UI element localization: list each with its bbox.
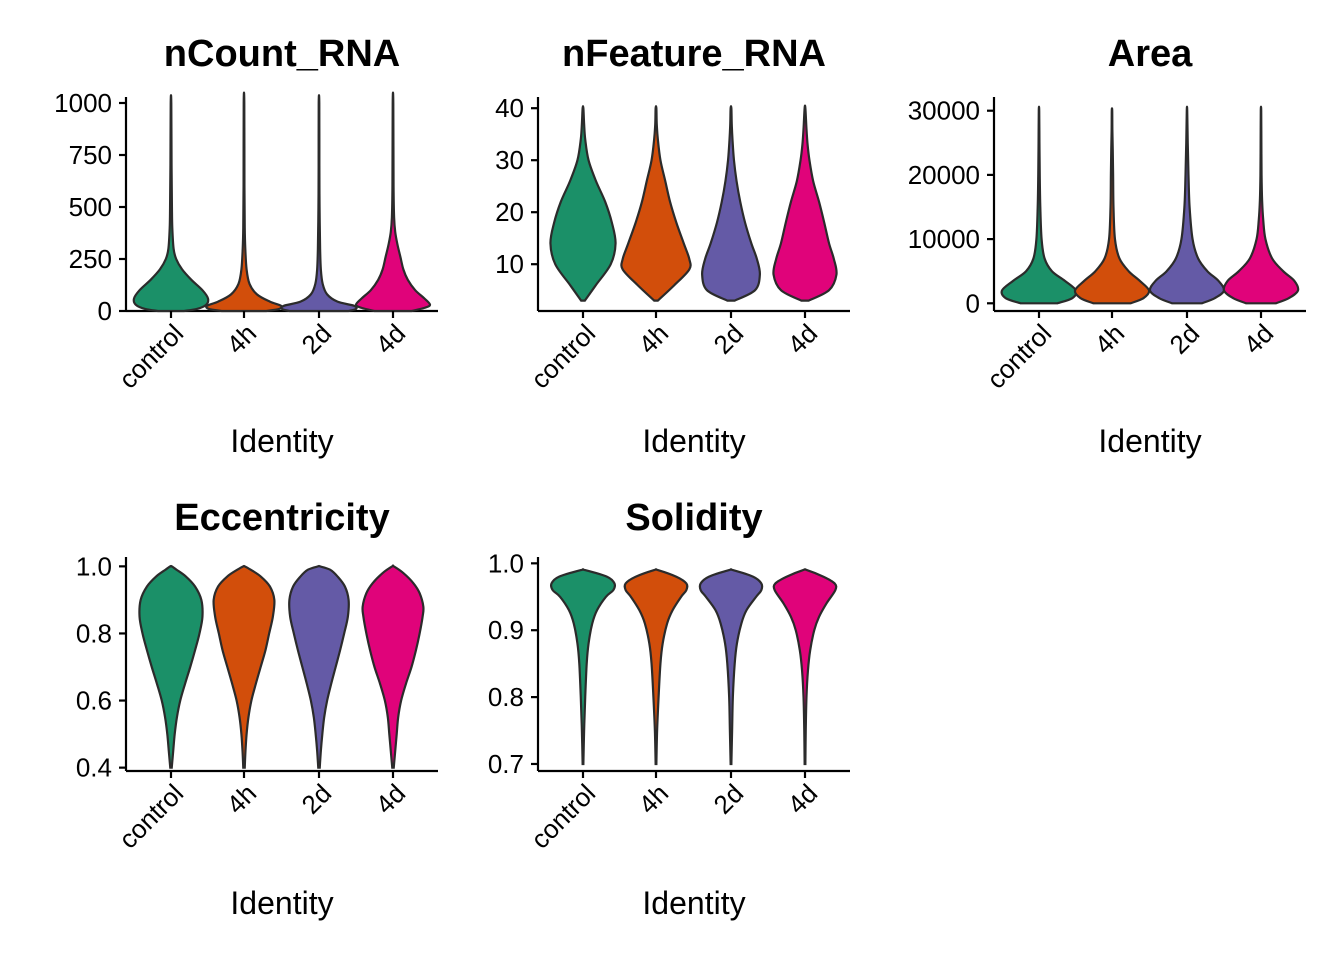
x-tick-label: 2d bbox=[708, 778, 750, 820]
x-axis-label: Identity bbox=[230, 423, 333, 459]
violin-control bbox=[549, 568, 617, 766]
x-tick-label: 4h bbox=[633, 318, 675, 360]
violin-2d bbox=[701, 105, 761, 302]
x-axis-label: Identity bbox=[230, 885, 333, 921]
violin-control bbox=[138, 564, 204, 769]
y-tick-label: 0.8 bbox=[488, 682, 524, 712]
y-tick-label: 0.4 bbox=[76, 753, 112, 783]
y-tick-label: 0 bbox=[98, 296, 112, 326]
x-tick-label: control bbox=[113, 318, 189, 394]
y-tick-label: 1000 bbox=[54, 88, 112, 118]
x-axis-label: Identity bbox=[1098, 423, 1201, 459]
violin-4h bbox=[205, 91, 283, 313]
y-tick-label: 500 bbox=[69, 192, 112, 222]
panel-title: nFeature_RNA bbox=[562, 33, 826, 75]
y-tick-label: 10000 bbox=[908, 224, 980, 254]
violin-4d bbox=[354, 91, 432, 313]
violin-4h bbox=[1073, 107, 1151, 305]
violin-4d bbox=[361, 564, 425, 769]
panel-solidity: Solidity 0.7 0.8 0.9 1.0 control 4h 2d 4d Identit… bbox=[488, 497, 850, 921]
panel-eccentricity: Eccentricity 0.4 0.6 0.8 1.0 control 4h 2d 4d Ide… bbox=[76, 497, 438, 921]
violin-4h bbox=[620, 105, 692, 302]
panel-ncount-rna: nCount_RNA 0 250 500 750 1000 control 4h 2d 4d Ide… bbox=[54, 33, 438, 459]
y-tick-label: 20 bbox=[495, 197, 524, 227]
x-axis-label: Identity bbox=[642, 423, 745, 459]
violin-2d bbox=[1148, 105, 1226, 305]
x-tick-label: 2d bbox=[1164, 318, 1206, 360]
violin-4d bbox=[1222, 105, 1300, 305]
y-tick-label: 0.7 bbox=[488, 749, 524, 779]
y-tick-label: 30000 bbox=[908, 96, 980, 126]
x-tick-label: 4d bbox=[782, 318, 824, 360]
violin-control bbox=[549, 105, 617, 302]
violin-2d bbox=[288, 564, 350, 769]
panel-title: Area bbox=[1108, 33, 1193, 75]
panel-title: Eccentricity bbox=[174, 497, 389, 539]
violin-control bbox=[132, 94, 210, 313]
panel-area: Area 0 10000 20000 30000 control 4h 2d 4d Identit… bbox=[908, 33, 1306, 459]
y-tick-label: 30 bbox=[495, 145, 524, 175]
panel-title: Solidity bbox=[625, 497, 762, 539]
violin-control bbox=[1000, 105, 1078, 305]
y-tick-label: 250 bbox=[69, 244, 112, 274]
violin-4h bbox=[212, 564, 276, 769]
x-tick-label: control bbox=[525, 778, 601, 854]
x-tick-label: control bbox=[525, 318, 601, 394]
y-tick-label: 750 bbox=[69, 140, 112, 170]
y-tick-label: 1.0 bbox=[76, 551, 112, 581]
y-tick-label: 40 bbox=[495, 93, 524, 123]
x-tick-label: 4d bbox=[370, 318, 412, 360]
x-tick-label: control bbox=[981, 318, 1057, 394]
violin-4d bbox=[772, 104, 838, 302]
x-tick-label: 2d bbox=[296, 778, 338, 820]
panel-nfeature-rna: nFeature_RNA 10 20 30 40 control 4h 2d 4d Identit… bbox=[495, 33, 850, 459]
x-tick-label: 4h bbox=[633, 778, 675, 820]
x-tick-label: 4h bbox=[221, 318, 263, 360]
violin-2d bbox=[698, 568, 764, 766]
y-tick-label: 0.6 bbox=[76, 686, 112, 716]
x-tick-label: 4h bbox=[1089, 318, 1131, 360]
y-tick-label: 0.9 bbox=[488, 615, 524, 645]
y-tick-label: 20000 bbox=[908, 160, 980, 190]
x-tick-label: control bbox=[113, 778, 189, 854]
x-tick-label: 4d bbox=[370, 778, 412, 820]
x-axis-label: Identity bbox=[642, 885, 745, 921]
x-tick-label: 2d bbox=[296, 318, 338, 360]
violin-2d bbox=[280, 94, 358, 313]
y-tick-label: 0.8 bbox=[76, 618, 112, 648]
violin-4d bbox=[772, 568, 838, 766]
x-tick-label: 4h bbox=[221, 778, 263, 820]
y-tick-label: 1.0 bbox=[488, 548, 524, 578]
panel-title: nCount_RNA bbox=[164, 33, 400, 75]
x-tick-label: 2d bbox=[708, 318, 750, 360]
y-tick-label: 10 bbox=[495, 249, 524, 279]
x-tick-label: 4d bbox=[1238, 318, 1280, 360]
x-tick-label: 4d bbox=[782, 778, 824, 820]
y-tick-label: 0 bbox=[966, 288, 980, 318]
violin-4h bbox=[623, 568, 689, 766]
